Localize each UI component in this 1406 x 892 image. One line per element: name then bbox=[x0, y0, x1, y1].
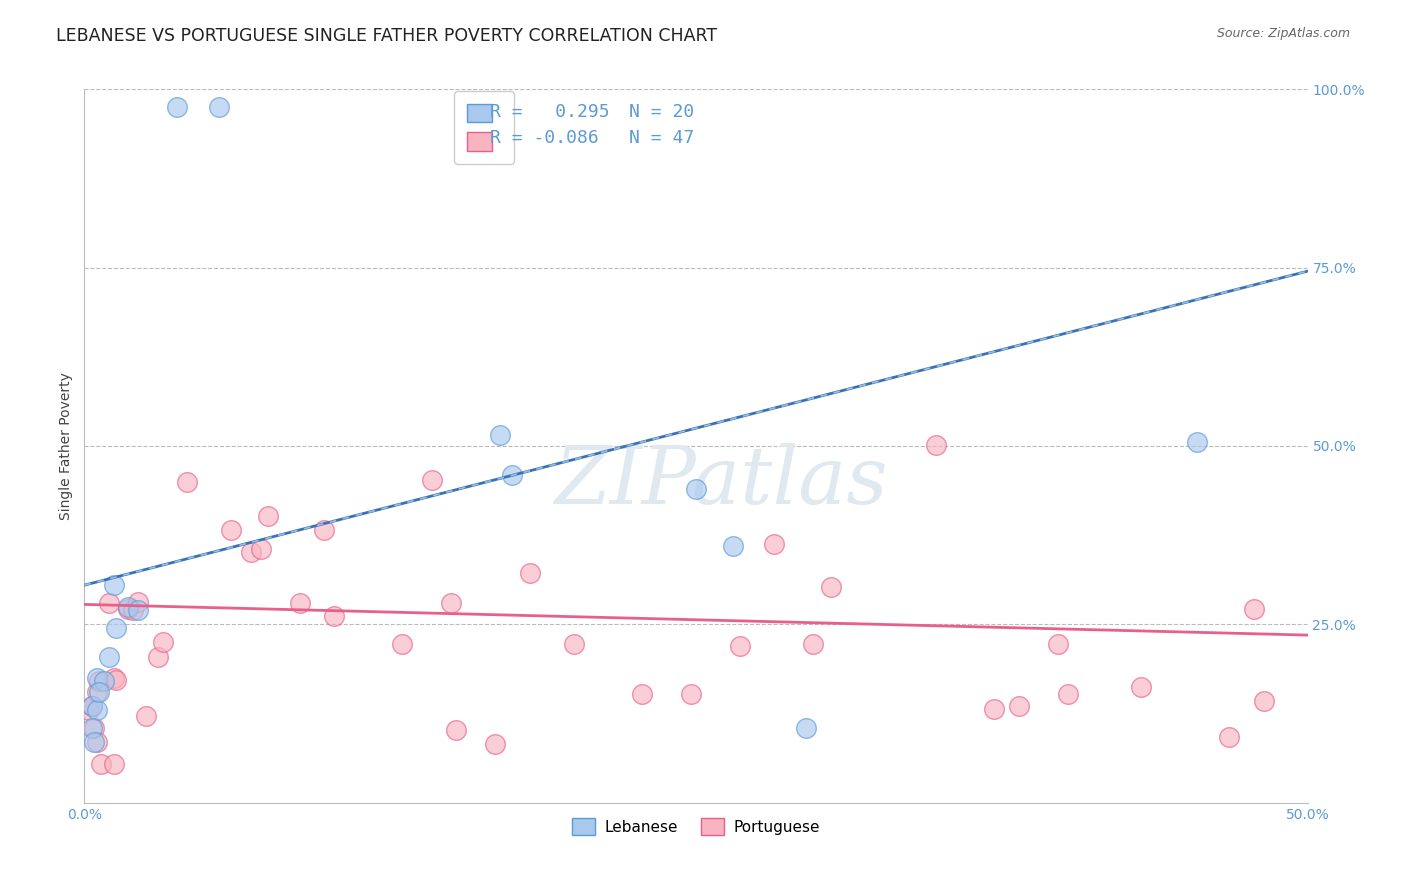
Point bbox=[502, 467, 524, 482]
Legend: Lebanese, Portuguese: Lebanese, Portuguese bbox=[567, 812, 825, 841]
Point bbox=[983, 701, 1005, 715]
Point bbox=[681, 687, 703, 701]
Point bbox=[257, 508, 280, 523]
Point bbox=[721, 539, 744, 553]
Point bbox=[80, 699, 103, 714]
Point bbox=[87, 674, 110, 689]
Point bbox=[90, 756, 112, 771]
Text: ZIPatlas: ZIPatlas bbox=[554, 443, 887, 520]
Point bbox=[146, 649, 169, 664]
Point bbox=[685, 482, 707, 496]
Point bbox=[444, 723, 467, 737]
Point bbox=[135, 708, 157, 723]
Text: LEBANESE VS PORTUGUESE SINGLE FATHER POVERTY CORRELATION CHART: LEBANESE VS PORTUGUESE SINGLE FATHER POV… bbox=[56, 27, 717, 45]
Point bbox=[208, 100, 231, 114]
Point bbox=[127, 603, 149, 617]
Point bbox=[77, 703, 100, 717]
Point bbox=[1056, 687, 1078, 701]
Point bbox=[83, 735, 105, 749]
Point bbox=[763, 537, 786, 551]
Point bbox=[105, 621, 128, 635]
Point bbox=[117, 599, 139, 614]
Point bbox=[1008, 699, 1031, 714]
Text: R =   0.295: R = 0.295 bbox=[491, 103, 610, 121]
Point bbox=[1047, 637, 1070, 651]
Point bbox=[820, 580, 842, 594]
Point bbox=[117, 601, 139, 615]
Point bbox=[86, 685, 108, 699]
Point bbox=[1218, 730, 1240, 744]
Point bbox=[314, 523, 336, 537]
Point bbox=[86, 671, 108, 685]
Text: N = 47: N = 47 bbox=[628, 128, 695, 146]
Point bbox=[803, 637, 825, 651]
Point bbox=[97, 596, 120, 610]
Point bbox=[420, 473, 443, 487]
Text: Source: ZipAtlas.com: Source: ZipAtlas.com bbox=[1216, 27, 1350, 40]
Point bbox=[83, 721, 105, 735]
Point bbox=[391, 637, 413, 651]
Point bbox=[239, 544, 262, 558]
Point bbox=[122, 603, 145, 617]
Point bbox=[103, 578, 125, 592]
Point bbox=[103, 671, 125, 685]
Point bbox=[86, 735, 108, 749]
Point bbox=[728, 639, 751, 653]
Point bbox=[1253, 694, 1275, 708]
Point bbox=[925, 437, 948, 451]
Point bbox=[219, 523, 242, 537]
Point bbox=[93, 674, 115, 689]
Point bbox=[80, 721, 103, 735]
Point bbox=[105, 673, 128, 687]
Text: N = 20: N = 20 bbox=[628, 103, 695, 121]
Point bbox=[176, 475, 198, 489]
Point bbox=[103, 756, 125, 771]
Point bbox=[631, 687, 654, 701]
Point bbox=[87, 685, 110, 699]
Point bbox=[484, 737, 506, 751]
Point bbox=[1243, 601, 1265, 615]
Point bbox=[249, 542, 271, 557]
Point bbox=[322, 608, 344, 623]
Point bbox=[288, 596, 311, 610]
Point bbox=[562, 637, 585, 651]
Point bbox=[86, 703, 108, 717]
Point bbox=[127, 594, 149, 608]
Point bbox=[166, 100, 188, 114]
Point bbox=[80, 699, 103, 714]
Text: R = -0.086: R = -0.086 bbox=[491, 128, 599, 146]
Y-axis label: Single Father Poverty: Single Father Poverty bbox=[59, 372, 73, 520]
Point bbox=[152, 635, 174, 649]
Point bbox=[1187, 435, 1209, 450]
Point bbox=[97, 649, 120, 664]
Point bbox=[440, 596, 463, 610]
Point bbox=[489, 428, 512, 442]
Point bbox=[1130, 680, 1153, 694]
Point bbox=[519, 566, 541, 580]
Point bbox=[794, 721, 817, 735]
